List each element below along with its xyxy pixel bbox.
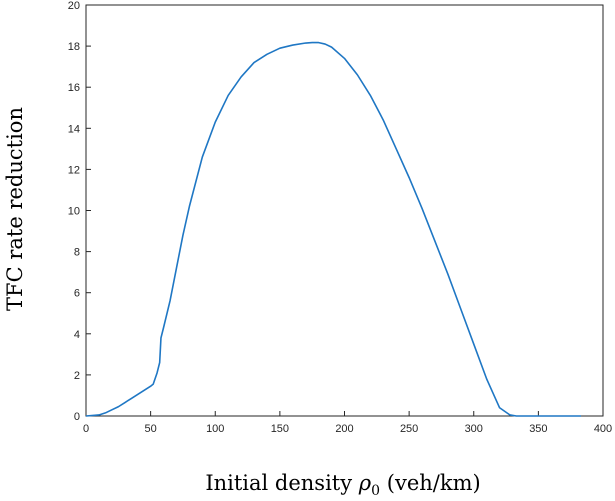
y-tick-label: 4 [74, 329, 80, 341]
y-tick-label: 20 [68, 0, 80, 12]
y-tick-label: 6 [74, 288, 80, 300]
x-tick-label: 400 [594, 423, 612, 435]
plot-area [85, 4, 604, 417]
y-tick-label: 14 [68, 123, 80, 135]
x-tick-label: 300 [465, 423, 483, 435]
x-tick-label: 200 [335, 423, 353, 435]
y-tick-label: 2 [74, 370, 80, 382]
y-tick-label: 0 [74, 411, 80, 423]
series-line [85, 41, 582, 417]
x-tick-label: 250 [400, 423, 418, 435]
x-axis-label: Initial density ρ0 (veh/km) [205, 471, 480, 499]
y-tick-label: 8 [74, 247, 80, 259]
y-tick-label: 18 [68, 41, 80, 53]
x-tick-label: 100 [206, 423, 224, 435]
x-tick-label: 350 [529, 423, 547, 435]
x-tick-label: 50 [145, 423, 157, 435]
x-tick-label: 0 [83, 423, 89, 435]
x-tick-label: 150 [271, 423, 289, 435]
y-axis-label: TFC rate reduction [3, 107, 27, 311]
y-tick-label: 12 [68, 164, 80, 176]
x-axis-ticks: 0 50 100 150 200 250 300 350 400 [83, 411, 612, 435]
y-tick-label: 16 [68, 82, 80, 94]
y-tick-label: 10 [68, 206, 80, 218]
